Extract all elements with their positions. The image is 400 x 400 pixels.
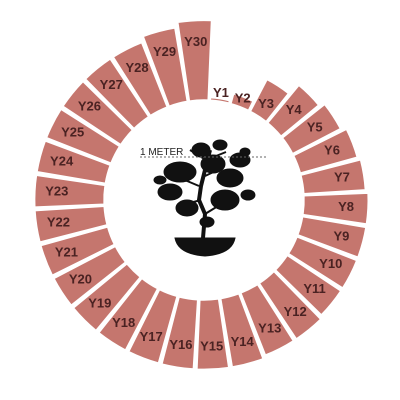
- bar-label-y13: Y13: [258, 320, 281, 335]
- bar-y14: [219, 292, 265, 368]
- bar-label-y14: Y14: [231, 334, 255, 349]
- bar-label-y9: Y9: [333, 228, 349, 243]
- bar-y4: [266, 84, 320, 138]
- bar-label-y18: Y18: [112, 315, 135, 330]
- bar-label-y3: Y3: [258, 96, 274, 111]
- bar-label-y8: Y8: [338, 199, 354, 214]
- bar-y2: [229, 92, 255, 112]
- bar-y11: [274, 254, 342, 316]
- bar-label-y26: Y26: [78, 99, 101, 114]
- bar-y25: [45, 108, 121, 165]
- bar-y29: [142, 27, 189, 108]
- bar-label-y22: Y22: [47, 214, 70, 229]
- bar-y8: [302, 192, 369, 225]
- bar-y20: [52, 245, 127, 307]
- bar-label-y28: Y28: [126, 60, 149, 75]
- bar-y6: [292, 128, 359, 175]
- bar-y10: [287, 235, 358, 290]
- bar-label-y15: Y15: [200, 339, 223, 354]
- bar-label-y2: Y2: [235, 91, 251, 106]
- bar-label-y12: Y12: [284, 304, 307, 319]
- bar-y13: [239, 283, 295, 357]
- bar-label-y29: Y29: [153, 44, 176, 59]
- bar-label-y30: Y30: [184, 34, 207, 49]
- bonsai-tree-icon: [153, 139, 256, 257]
- segments-group: [33, 19, 369, 371]
- bar-y1: [209, 96, 231, 105]
- bar-y5: [281, 103, 342, 155]
- bar-label-y25: Y25: [61, 125, 84, 140]
- bar-y23: [33, 174, 106, 208]
- bar-label-y4: Y4: [286, 102, 303, 117]
- bar-label-y19: Y19: [88, 296, 111, 311]
- bar-y28: [112, 41, 169, 117]
- bar-label-y7: Y7: [334, 170, 350, 185]
- bar-y9: [296, 215, 367, 259]
- bar-label-y20: Y20: [69, 272, 92, 287]
- bar-y19: [72, 262, 142, 332]
- bar-label-y1: Y1: [213, 85, 229, 100]
- bar-label-y16: Y16: [169, 337, 192, 352]
- bar-label-y21: Y21: [55, 244, 78, 259]
- bar-y12: [258, 270, 322, 340]
- bar-y17: [127, 288, 179, 365]
- bar-label-y27: Y27: [100, 77, 123, 92]
- bar-y21: [39, 225, 116, 277]
- bar-y15: [196, 298, 230, 371]
- bar-y7: [299, 158, 367, 195]
- bar-label-y11: Y11: [303, 281, 325, 296]
- bar-label-y24: Y24: [50, 153, 74, 168]
- bar-label-y23: Y23: [45, 184, 68, 199]
- bar-label-y6: Y6: [324, 142, 340, 157]
- bar-y30: [176, 19, 213, 102]
- bar-label-y5: Y5: [307, 120, 323, 135]
- bar-label-y10: Y10: [319, 256, 342, 271]
- bar-y22: [34, 205, 109, 244]
- bar-y18: [97, 277, 159, 352]
- bar-y27: [84, 57, 150, 130]
- reference-label: 1 METER: [140, 147, 183, 158]
- bar-y26: [61, 80, 134, 146]
- bar-label-y17: Y17: [140, 329, 163, 344]
- bar-y24: [36, 139, 112, 185]
- bar-y3: [249, 78, 290, 123]
- bar-y16: [160, 295, 199, 370]
